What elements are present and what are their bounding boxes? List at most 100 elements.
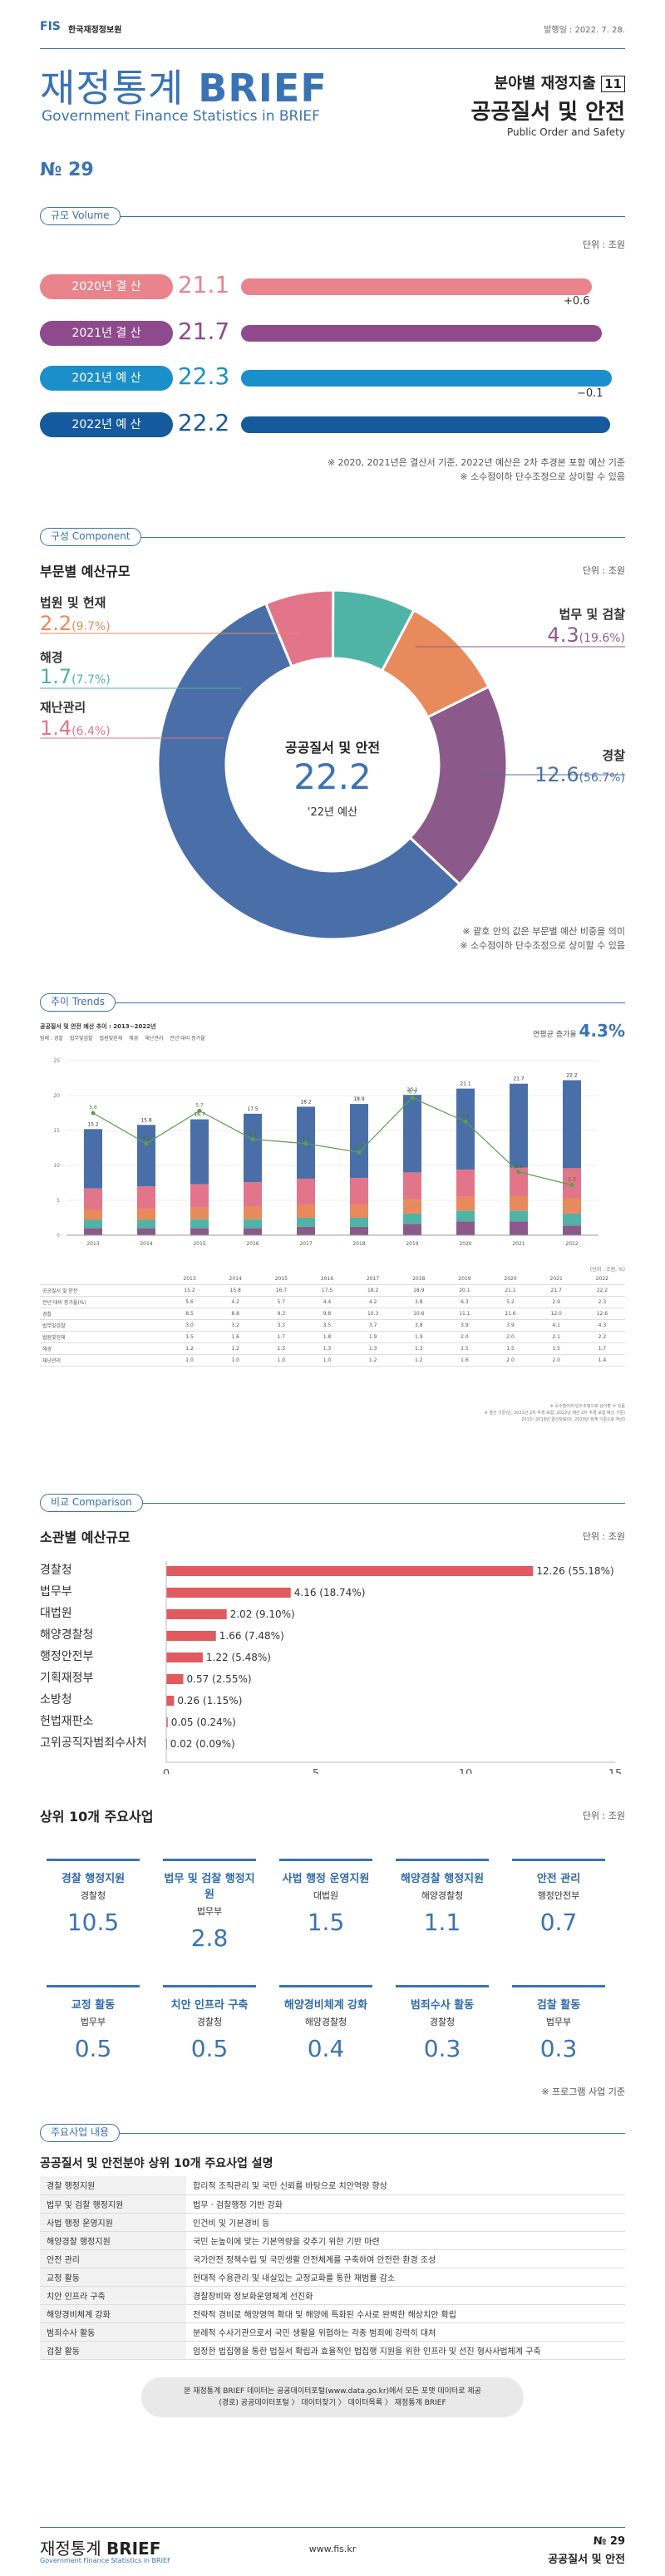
trend-year-label: 2016 — [246, 1241, 259, 1247]
desc-row-value: 법무 · 검찰행정 기반 강화 — [186, 2194, 625, 2214]
slice-value-coastguard: 1.7(7.7%) — [40, 665, 111, 688]
trend-table-cell: 18.9 — [396, 1284, 442, 1297]
trend-table-cell: 2.3 — [579, 1296, 625, 1308]
top10-card-value: 10.5 — [66, 1909, 120, 1936]
desc-row: 치안 인프라 구축 경찰장비와 정보화운영체계 선진화 — [40, 2286, 625, 2305]
comparison-bar — [166, 1652, 203, 1662]
trend-growth-label: 2.9 — [515, 1164, 523, 1170]
trend-table-cell: 2.0 — [533, 1354, 579, 1367]
comparison-tick: 15 — [608, 1768, 623, 1774]
trend-bar-segment — [297, 1226, 315, 1235]
trend-table-cell: 2.9 — [533, 1296, 579, 1308]
trends-line — [40, 1002, 625, 1003]
trend-bar-segment — [190, 1184, 209, 1208]
trend-total-label: 20.1 — [406, 1087, 418, 1093]
comparison-tag: 비교 Comparison — [40, 1494, 143, 1512]
trend-bar-segment — [137, 1186, 155, 1209]
trend-table-cell: 3.5 — [303, 1319, 351, 1332]
top10-card-name: 법무 및 검찰 행정지원 — [164, 1873, 255, 1901]
top10-card-bar — [512, 1859, 605, 1861]
trend-legend-item: 법무및검찰 — [69, 1036, 93, 1042]
trends-tag: 추이 Trends — [40, 993, 116, 1012]
desc-row: 교정 활동 현대적 수용관리 및 내실있는 교정교화를 통한 재범률 감소 — [40, 2268, 625, 2287]
trend-table-cell: 21.7 — [533, 1284, 579, 1297]
trend-table-year: 2016 — [303, 1273, 351, 1285]
trend-growth-label: 5.6 — [89, 1105, 97, 1111]
data-source-box: 본 재정통계 BRIEF 데이터는 공공데이터포털(www.data.go.kr… — [141, 2377, 524, 2417]
component-unit: 단위 : 조원 — [582, 565, 625, 576]
trend-bar-segment — [244, 1206, 262, 1219]
trend-growth-point — [303, 1141, 308, 1146]
top10-card-name: 해양경비체계 강화 — [283, 1999, 368, 2012]
footer-url[interactable]: www.fis.kr — [308, 2544, 357, 2554]
trend-total-label: 18.2 — [300, 1099, 312, 1105]
slice-value-justice: 4.3(19.6%) — [547, 623, 625, 647]
trend-table-cell: 4.3 — [579, 1319, 625, 1332]
comparison-value: 0.02 (0.09%) — [170, 1738, 235, 1750]
trend-legend-item: 법원및헌재 — [99, 1036, 123, 1042]
topic-title: 공공질서 및 안전 — [470, 100, 625, 125]
trend-table-cell: 1.7 — [579, 1342, 625, 1355]
trend-table-cell: 15.8 — [212, 1284, 259, 1297]
trend-bar-segment — [190, 1228, 209, 1235]
trend-table-year: 2017 — [350, 1273, 397, 1285]
top10-card-value: 0.5 — [190, 2035, 229, 2062]
top10-card-ministry: 행정안전부 — [537, 1890, 580, 1901]
desc-row-key: 해양경비체계 강화 — [40, 2304, 186, 2323]
trend-bar-segment — [84, 1209, 102, 1220]
comparison-label: 기획재정부 — [40, 1672, 94, 1685]
issue-number: № 29 — [40, 160, 94, 180]
trend-year-label: 2020 — [459, 1241, 471, 1247]
comparison-value: 2.02 (9.10%) — [230, 1608, 295, 1620]
desc-table: 경찰 행정지원 합리적 조직관리 및 국민 신뢰를 바탕으로 치안역량 향상 법무 … — [40, 2176, 625, 2360]
donut-slice — [408, 685, 509, 886]
comparison-label: 행정안전부 — [40, 1650, 94, 1663]
desc-row-value: 인건비 및 기본경비 등 — [186, 2213, 625, 2232]
slice-value-court: 2.2(9.7%) — [40, 612, 111, 635]
desc-line — [40, 2133, 625, 2134]
trend-bar-segment — [350, 1218, 368, 1227]
trend-table-year: 2021 — [533, 1273, 579, 1285]
trend-growth-point — [410, 1096, 415, 1101]
top10-card-name: 범죄수사 활동 — [410, 1999, 475, 2012]
trend-total-label: 16.7 — [194, 1112, 205, 1118]
trend-table-cell: 1.6 — [212, 1331, 259, 1343]
comparison-chart: 경찰청 12.26 (55.18%) 법무부 4.16 (18.74%) 대법원 2.02… — [40, 1561, 623, 1774]
trend-table-cell: 9.3 — [258, 1308, 304, 1320]
trend-table-row-label: 경찰 — [40, 1308, 167, 1320]
trend-legend-item: 전년 대비 증가율 — [170, 1036, 205, 1042]
trend-bar-segment — [137, 1228, 155, 1235]
trend-table-cell: 1.2 — [396, 1354, 442, 1367]
top10-card: 사법 행정 운영지원 대법원 1.5 — [279, 1859, 372, 1936]
top10-card-name: 교정 활동 — [71, 1999, 116, 2012]
comparison-bar — [166, 1717, 168, 1727]
desc-row-value: 분례적 수사기관으로서 국민 생활을 위협하는 각종 범죄에 강력히 대처 — [186, 2322, 625, 2342]
trend-table-cell: 1.6 — [441, 1354, 488, 1367]
trend-y-tick: 25 — [53, 1058, 60, 1064]
trend-bar-segment — [563, 1080, 581, 1169]
trend-table-cell: 1.5 — [166, 1331, 213, 1343]
trend-table-row-label: 법원및헌재 — [40, 1331, 167, 1343]
trend-bar-segment — [297, 1204, 315, 1218]
volume-row-value: 21.7 — [177, 318, 230, 345]
top10-card: 법무 및 검찰 행정지원 법무부 2.8 — [163, 1859, 256, 1952]
trend-table-cell: 1.9 — [396, 1331, 442, 1343]
trend-growth-point — [144, 1141, 149, 1146]
trend-growth-label: 6.3 — [408, 1090, 416, 1096]
topic-en: Public Order and Safety — [506, 126, 625, 138]
desc-row: 사법 행정 운영지원 인건비 및 기본경비 등 — [40, 2213, 625, 2232]
donut-center-value: 22.2 — [293, 756, 372, 797]
trend-total-label: 18.9 — [353, 1096, 365, 1102]
comparison-label: 고위공직자범죄수사처 — [40, 1736, 147, 1750]
comparison-label: 법무부 — [40, 1585, 72, 1598]
trend-bar-segment — [510, 1221, 528, 1235]
comparison-tick: 10 — [459, 1768, 473, 1774]
volume-row-label: 2020년 결 산 — [40, 274, 173, 299]
top10-card-bar — [396, 1859, 489, 1861]
desc-row: 법무 및 검찰 행정지원 법무 · 검찰행정 기반 강화 — [40, 2194, 625, 2214]
trends-growth: 연평균 증가율 4.3% — [533, 1021, 625, 1041]
trend-table-cell: 1.5 — [441, 1342, 488, 1355]
trend-table-cell: 6.3 — [441, 1296, 488, 1308]
trend-table-cell: 1.0 — [303, 1354, 351, 1367]
trend-bar-segment — [456, 1088, 475, 1170]
